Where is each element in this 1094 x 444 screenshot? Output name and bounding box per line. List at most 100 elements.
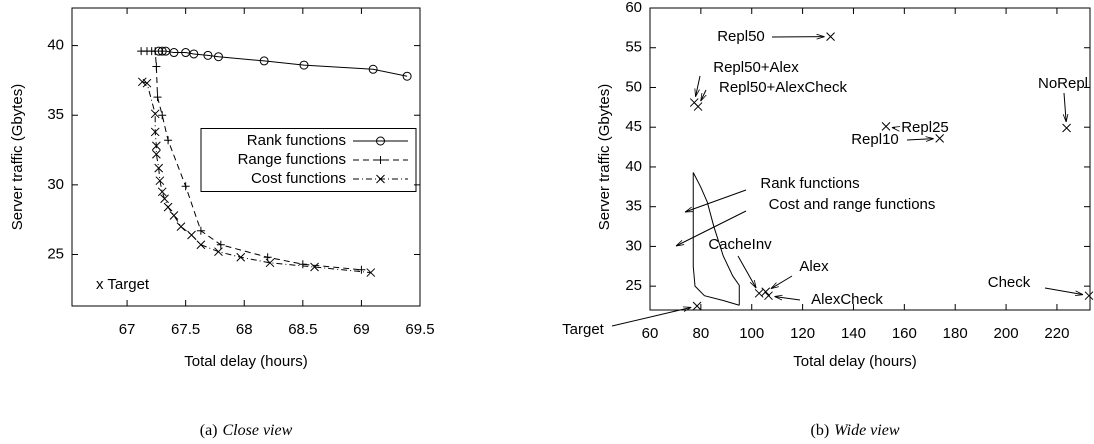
point — [213, 52, 223, 62]
x-tick-label: 80 — [693, 325, 710, 342]
x-tick-label: 60 — [642, 325, 659, 342]
point — [298, 260, 307, 269]
series-line — [692, 172, 740, 306]
point — [357, 265, 366, 274]
arrow — [892, 127, 895, 128]
x-axis-label: Total delay (hours) — [184, 353, 307, 370]
point-label: Repl50+AlexCheck — [719, 79, 847, 96]
arrow — [676, 210, 747, 246]
x-tick-label: 120 — [790, 325, 815, 342]
x-tick-label: 69.5 — [405, 321, 434, 338]
arrow — [611, 307, 691, 327]
point — [693, 102, 703, 111]
legend-marker — [376, 174, 385, 184]
point — [189, 49, 199, 59]
legend-label: Range functions — [238, 151, 346, 168]
point — [150, 127, 160, 137]
legend-label: Cost functions — [251, 170, 346, 187]
y-tick-label: 55 — [625, 39, 642, 56]
x-tick-label: 140 — [841, 325, 866, 342]
panel: 60 80 100 120 140 160 180 200 220 25 30 35 40 45 50 55 6… — [562, 0, 1094, 439]
series-line — [142, 81, 371, 274]
point — [826, 32, 835, 41]
y-tick-label: 40 — [47, 37, 64, 54]
point — [169, 211, 179, 220]
caption-text: Wide view — [834, 422, 900, 439]
x-tick-label: 220 — [1044, 325, 1069, 342]
point — [152, 141, 161, 151]
point-label: Repl50+Alex — [713, 59, 799, 76]
series-line — [158, 50, 408, 77]
point — [151, 47, 160, 56]
x-tick-label: 180 — [943, 325, 968, 342]
arrow — [1044, 287, 1083, 295]
point — [157, 187, 167, 197]
point-label: NoRepl — [1038, 75, 1088, 92]
point-label: AlexCheck — [811, 291, 883, 308]
arrow — [774, 297, 801, 301]
point-label: Check — [988, 274, 1031, 291]
point — [153, 93, 162, 102]
arrow — [685, 189, 747, 212]
point — [881, 122, 891, 131]
point — [935, 133, 945, 143]
legend-label: Rank functions — [247, 132, 346, 149]
y-tick-label: 60 — [625, 0, 642, 16]
y-axis-label: Server traffic (Gbytes) — [596, 84, 613, 230]
point — [158, 111, 167, 120]
point-label: Alex — [799, 258, 829, 275]
point — [203, 50, 213, 60]
curve-label: Rank functions — [760, 175, 859, 192]
point — [310, 262, 319, 272]
point — [764, 291, 773, 301]
point-label: Repl25 — [901, 119, 949, 136]
x-tick-label: 200 — [994, 325, 1019, 342]
point — [154, 163, 164, 173]
arrow — [701, 89, 706, 101]
point-label: Target — [562, 321, 605, 338]
point — [265, 258, 275, 268]
x-axis-label: Total delay (hours) — [793, 353, 916, 370]
plot-frame — [71, 7, 421, 307]
arrow — [906, 139, 934, 140]
point — [236, 252, 246, 262]
caption-text: Close view — [223, 422, 293, 439]
arrow — [696, 75, 701, 97]
x-tick-label: 68 — [236, 321, 253, 338]
point — [187, 230, 196, 240]
caption-prefix: (a) — [200, 422, 218, 439]
point — [155, 176, 165, 186]
point — [196, 226, 205, 235]
caption: (a) Close view — [200, 422, 293, 439]
point — [754, 288, 764, 298]
point — [259, 56, 269, 66]
arrow — [1064, 92, 1066, 122]
y-tick-label: 50 — [625, 78, 642, 95]
y-tick-label: 45 — [625, 118, 642, 135]
point — [692, 301, 702, 311]
x-tick-label: 69 — [353, 321, 370, 338]
x-tick-label: 160 — [892, 325, 917, 342]
y-tick-label: 30 — [47, 176, 64, 193]
point — [142, 78, 152, 88]
x-tick-label: 67.5 — [171, 321, 200, 338]
y-tick-label: 25 — [47, 245, 64, 262]
point-label: Repl50 — [717, 28, 765, 45]
point — [152, 149, 161, 159]
x-tick-label: 100 — [739, 325, 764, 342]
point — [176, 222, 186, 231]
point-label: Repl10 — [851, 131, 899, 148]
point — [1084, 291, 1094, 301]
y-axis-label: Server traffic (Gbytes) — [9, 84, 26, 230]
x-tick-label: 67 — [119, 321, 136, 338]
point — [1062, 123, 1071, 133]
point — [137, 77, 147, 87]
point — [216, 240, 225, 249]
y-tick-label: 35 — [625, 198, 642, 215]
y-tick-label: 25 — [625, 277, 642, 294]
point — [761, 287, 771, 297]
plot-frame — [649, 7, 1091, 311]
caption-prefix: (b) — [811, 422, 830, 439]
point — [368, 64, 378, 74]
y-tick-label: 35 — [47, 106, 64, 123]
